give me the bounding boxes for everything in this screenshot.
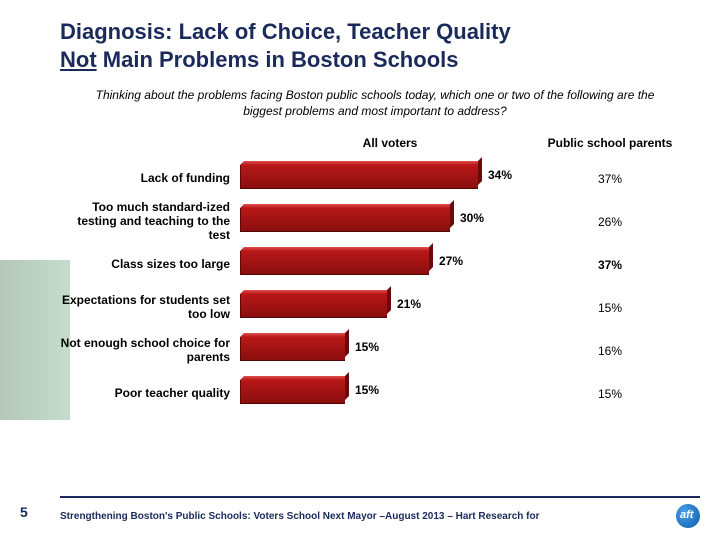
bar-container: 15% [240,377,540,411]
bar-value: 15% [355,340,379,354]
aft-logo-icon [676,504,700,528]
psp-value: 37% [540,258,680,272]
bar-container: 15% [240,334,540,368]
bar-value: 27% [439,254,463,268]
bar-container: 34% [240,162,540,196]
chart-row: Poor teacher quality 15% 15% [60,372,690,415]
title-rest: Main Problems in Boston Schools [97,47,459,72]
slide: Diagnosis: Lack of Choice, Teacher Quali… [0,0,720,540]
row-label: Poor teacher quality [60,387,240,401]
col-psp: Public school parents [540,137,680,151]
psp-value: 15% [540,301,680,315]
row-label: Expectations for students set too low [60,294,240,322]
bar [240,208,450,232]
row-label: Not enough school choice for parents [60,337,240,365]
psp-value: 16% [540,344,680,358]
bar-value: 34% [488,168,512,182]
bar-container: 21% [240,291,540,325]
chart-row: Lack of funding 34% 37% [60,157,690,200]
psp-value: 15% [540,387,680,401]
bar [240,294,387,318]
psp-value: 37% [540,172,680,186]
bar-value: 21% [397,297,421,311]
column-headers: All voters Public school parents [60,137,690,151]
row-label: Lack of funding [60,172,240,186]
title-underlined: Not [60,47,97,72]
bar-value: 30% [460,211,484,225]
psp-value: 26% [540,215,680,229]
chart-rows: Lack of funding 34% 37% Too much standard-i… [60,157,690,415]
aft-logo [676,504,700,528]
title-line1: Diagnosis: Lack of Choice, Teacher Quali… [60,19,511,44]
page-number: 5 [20,504,28,520]
chart: All voters Public school parents Lack of… [60,137,690,415]
chart-row: Expectations for students set too low 21%… [60,286,690,329]
footer: Strengthening Boston's Public Schools: V… [60,496,700,528]
chart-row: Not enough school choice for parents 15% 1… [60,329,690,372]
row-label: Class sizes too large [60,258,240,272]
chart-row: Class sizes too large 27% 37% [60,243,690,286]
bar [240,165,478,189]
col-all-voters: All voters [240,137,540,151]
row-label: Too much standard-ized testing and teach… [60,201,240,242]
bar-value: 15% [355,383,379,397]
bar [240,380,345,404]
bar-container: 27% [240,248,540,282]
bar-container: 30% [240,205,540,239]
footer-text: Strengthening Boston's Public Schools: V… [60,511,540,522]
bar [240,251,429,275]
chart-row: Too much standard-ized testing and teach… [60,200,690,243]
slide-title: Diagnosis: Lack of Choice, Teacher Quali… [60,18,690,73]
subtitle: Thinking about the problems facing Bosto… [90,87,660,119]
bar [240,337,345,361]
